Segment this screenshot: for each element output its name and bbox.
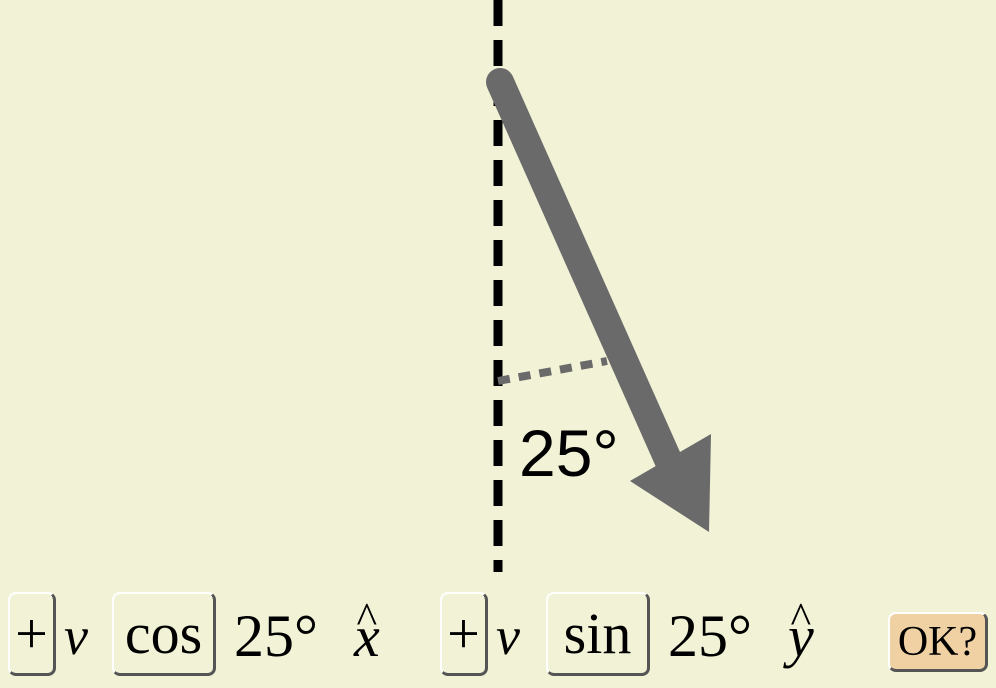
x-magnitude-variable: v: [64, 606, 88, 666]
x-angle-value: 25°: [234, 602, 318, 669]
x-sign-toggle-button[interactable]: +: [8, 592, 56, 676]
y-hat-mark: ^: [790, 593, 812, 643]
y-magnitude-variable: v: [496, 606, 520, 666]
angle-arc-dotted: [497, 357, 608, 385]
x-unit-vector: x ^: [354, 593, 380, 676]
x-hat-mark: ^: [356, 593, 378, 643]
y-sign-toggle-button[interactable]: +: [440, 592, 488, 676]
ok-check-button[interactable]: OK?: [888, 612, 988, 672]
x-unit-vector-letter: x ^: [354, 593, 380, 669]
y-unit-vector-letter: y ^: [788, 593, 814, 669]
vector-arrow-head: [630, 434, 711, 532]
angle-label: 25°: [519, 416, 619, 490]
y-angle-value: 25°: [668, 602, 752, 669]
y-trig-toggle-button[interactable]: sin: [546, 592, 650, 676]
x-trig-toggle-button[interactable]: cos: [112, 592, 216, 676]
vector-arrow-shaft: [486, 68, 684, 478]
y-unit-vector: y ^: [788, 593, 814, 676]
